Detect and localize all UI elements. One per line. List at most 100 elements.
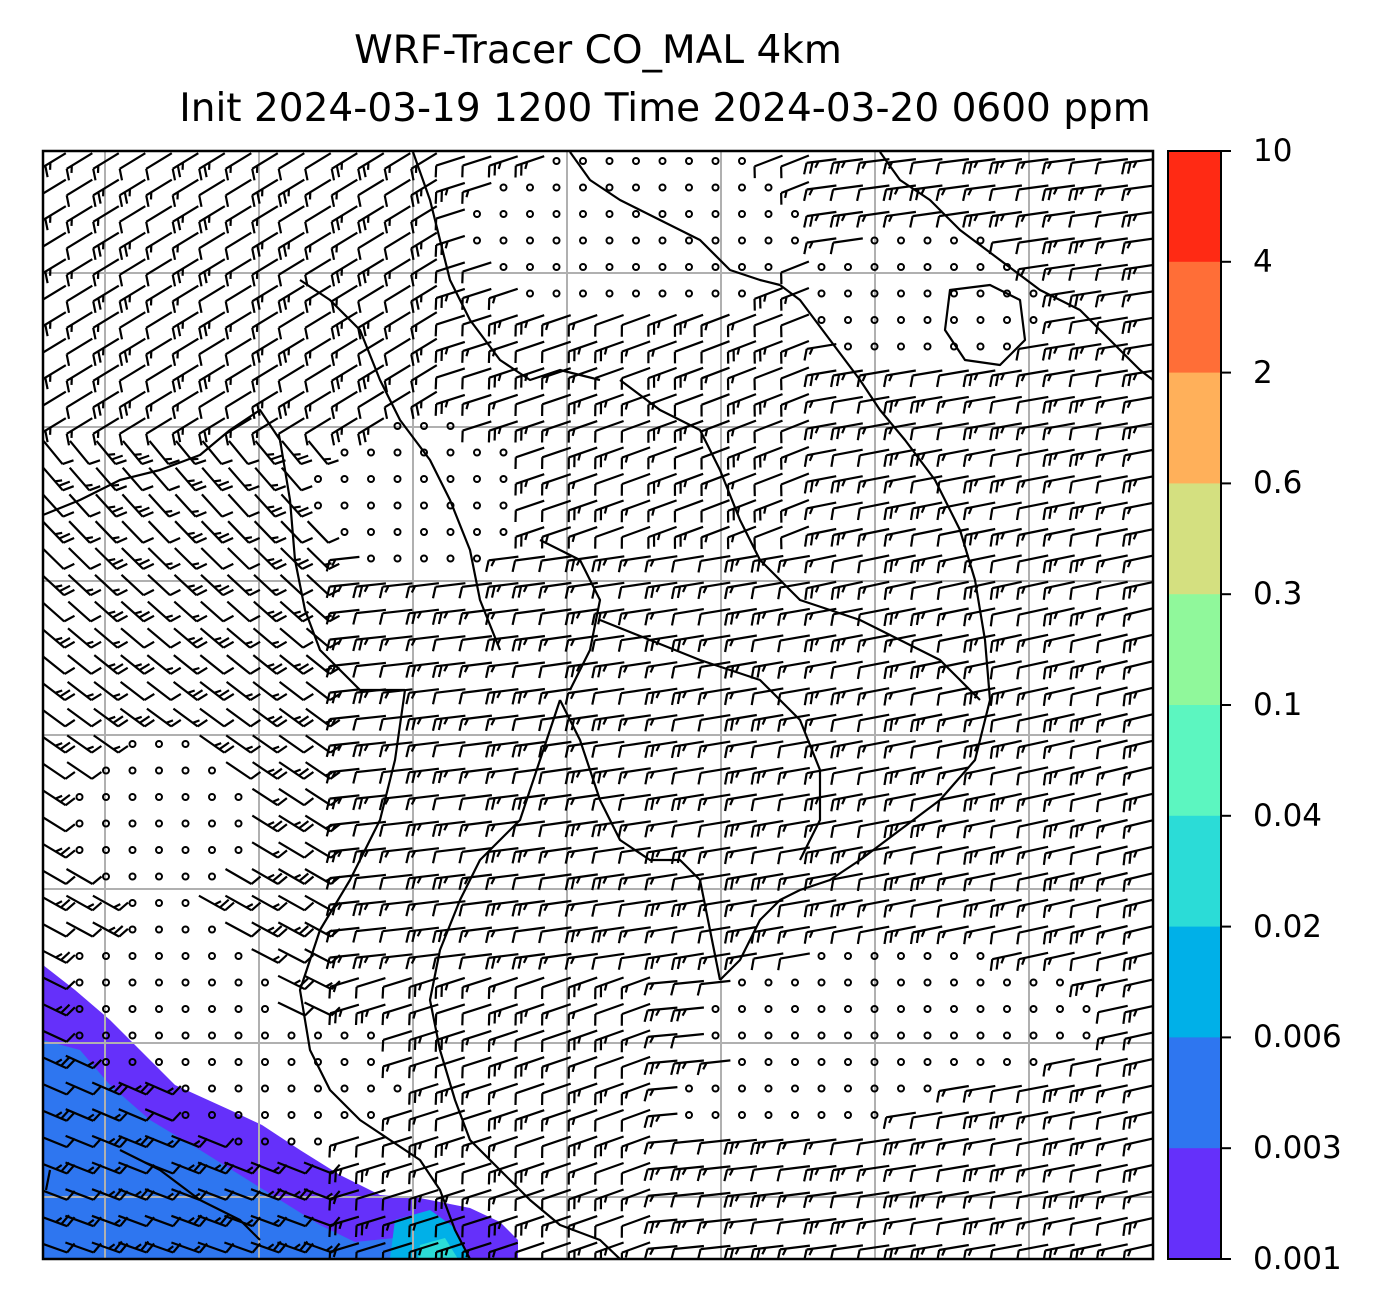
wind-barb xyxy=(538,793,572,811)
wind-barb xyxy=(514,499,545,523)
wind-barb xyxy=(567,420,598,443)
calm-wind-marker xyxy=(738,1111,746,1119)
calm-wind-marker xyxy=(340,475,349,483)
calm-wind-marker xyxy=(181,1031,190,1040)
wind-barb xyxy=(673,419,704,443)
wind-barb xyxy=(118,364,146,393)
wind-barb xyxy=(511,899,546,917)
wind-barb xyxy=(910,527,943,547)
wind-barb xyxy=(118,178,146,208)
wind-barb xyxy=(697,846,731,865)
wind-barb xyxy=(750,899,784,918)
wind-barb xyxy=(1042,872,1075,892)
wind-barb xyxy=(118,152,146,181)
wind-barb xyxy=(724,660,757,679)
calm-wind-marker xyxy=(923,289,932,298)
wind-barb xyxy=(1042,448,1075,467)
wind-barb xyxy=(43,1002,76,1017)
wind-barb xyxy=(1121,263,1153,281)
wind-barb xyxy=(511,767,546,785)
wind-barb xyxy=(1094,290,1128,308)
calm-wind-marker xyxy=(764,1031,773,1040)
wind-barb xyxy=(724,872,757,891)
wind-barb xyxy=(43,681,76,702)
calm-wind-marker xyxy=(738,1084,746,1093)
calm-wind-marker xyxy=(950,978,958,987)
wind-barb xyxy=(1069,845,1102,866)
wind-barb xyxy=(963,766,996,786)
wind-barb xyxy=(856,634,890,653)
wind-barb xyxy=(780,339,810,364)
calm-wind-marker xyxy=(897,1084,905,1093)
wind-barb xyxy=(1015,210,1049,228)
wind-barb xyxy=(1068,475,1102,494)
wind-barb xyxy=(989,554,1022,574)
wind-barb xyxy=(647,393,677,417)
calm-wind-marker xyxy=(870,236,879,245)
wind-barb xyxy=(325,741,360,758)
wind-barb xyxy=(354,1215,386,1238)
calm-wind-marker xyxy=(579,236,587,245)
wind-barb xyxy=(461,1188,492,1211)
wind-barb xyxy=(381,1215,413,1238)
chart-title-line2: Init 2024-03-19 1200 Time 2024-03-20 060… xyxy=(179,86,1151,131)
wind-barb xyxy=(780,260,810,285)
calm-wind-marker xyxy=(552,236,561,245)
wind-barb xyxy=(68,520,102,544)
wind-barb xyxy=(1069,978,1102,998)
wind-barb xyxy=(381,1162,413,1185)
wind-barb xyxy=(1069,527,1102,547)
wind-barb xyxy=(856,607,890,627)
calm-wind-marker xyxy=(155,766,163,775)
wind-barb xyxy=(431,582,466,599)
wind-barb xyxy=(830,369,863,388)
wind-barb xyxy=(567,393,598,417)
wind-barb xyxy=(405,900,440,917)
calm-wind-marker xyxy=(658,210,667,218)
wind-barb xyxy=(830,607,863,626)
wind-barb xyxy=(43,1109,76,1122)
wind-barb xyxy=(378,608,413,625)
calm-wind-marker xyxy=(155,819,163,828)
calm-wind-marker xyxy=(102,978,110,987)
wind-barb xyxy=(1041,343,1075,361)
wind-barb xyxy=(514,340,545,364)
calm-wind-marker xyxy=(446,422,455,430)
wind-barb xyxy=(227,520,261,544)
wind-barb xyxy=(988,237,1022,255)
wind-barb xyxy=(856,899,890,918)
wind-barb xyxy=(253,547,287,570)
wind-barb xyxy=(936,739,969,759)
wind-barb xyxy=(963,633,996,653)
wind-barb xyxy=(485,555,519,573)
wind-barb xyxy=(780,286,810,311)
wind-barb xyxy=(963,580,996,600)
calm-wind-marker xyxy=(155,1058,163,1066)
wind-barb xyxy=(485,582,519,599)
wind-barb xyxy=(724,740,757,759)
wind-barb xyxy=(780,445,810,470)
wind-barb xyxy=(989,1111,1022,1130)
wind-barb xyxy=(1042,739,1075,760)
calm-wind-marker xyxy=(817,1005,826,1013)
wind-barb xyxy=(330,178,358,208)
wind-barb xyxy=(856,1138,890,1156)
wind-barb xyxy=(145,152,173,181)
wind-barb xyxy=(381,1136,413,1158)
wind-barb xyxy=(594,1135,624,1159)
wind-barb xyxy=(909,1244,943,1259)
wind-barb xyxy=(328,1242,360,1259)
wind-barb xyxy=(776,1218,811,1235)
wind-barb xyxy=(697,581,731,600)
wind-barb xyxy=(620,976,651,1000)
wind-barb xyxy=(647,340,677,364)
wind-barb xyxy=(670,846,704,865)
wind-barb xyxy=(1069,819,1102,839)
wind-barb xyxy=(277,178,305,208)
wind-barb xyxy=(487,314,519,337)
wind-barb xyxy=(803,501,837,521)
wind-barb xyxy=(43,417,67,446)
wind-barb xyxy=(1095,765,1128,786)
calm-wind-marker xyxy=(791,1005,799,1013)
wind-barb xyxy=(962,1164,996,1183)
